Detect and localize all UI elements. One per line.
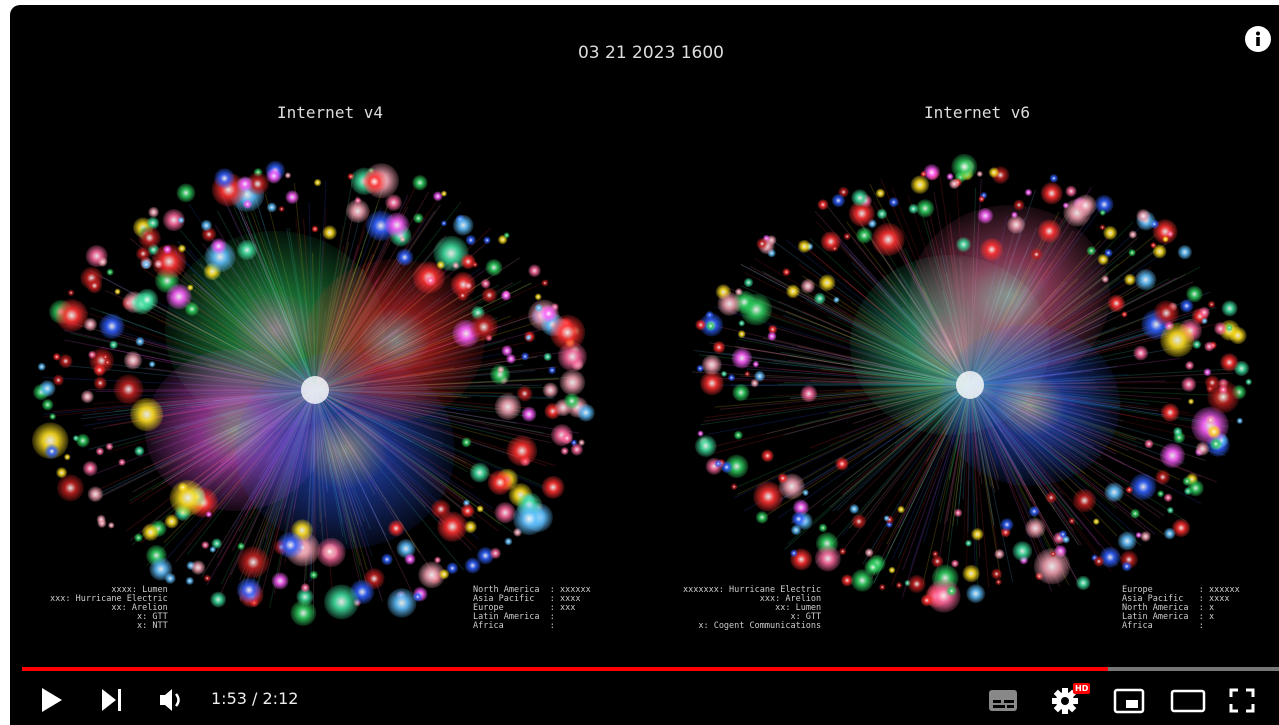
hd-badge: HD (1073, 683, 1090, 694)
volume-button[interactable] (160, 689, 179, 711)
theater-button[interactable] (1172, 691, 1204, 711)
play-button[interactable] (42, 688, 62, 712)
fullscreen-button[interactable] (1231, 690, 1253, 711)
miniplayer-button[interactable] (1115, 690, 1143, 712)
next-button-bar (118, 689, 121, 711)
video-player[interactable]: 03 21 2023 1600 Internet v4 Internet v6 … (10, 5, 1279, 725)
next-button[interactable] (102, 689, 116, 711)
controls (10, 5, 1279, 725)
subtitles-button[interactable] (989, 690, 1017, 711)
page: 03 21 2023 1600 Internet v4 Internet v6 … (0, 0, 1279, 725)
time-display: 1:53 / 2:12 (211, 689, 298, 708)
